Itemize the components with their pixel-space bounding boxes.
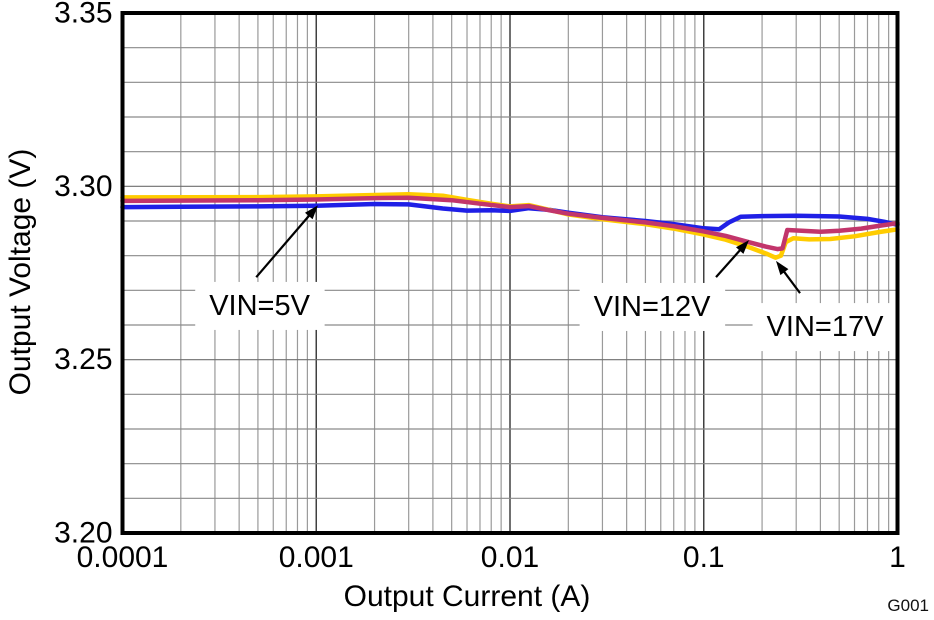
annotation-box-vin-5v [195, 281, 325, 330]
annotation-box-vin-17v [752, 303, 899, 352]
annotation-arrow-vin-17v [781, 269, 801, 294]
annotation-label-vin-5v: VIN=5V [209, 290, 310, 322]
x-tick-label: 0.1 [683, 541, 725, 574]
y-tick-label: 3.20 [54, 517, 112, 550]
x-tick-label: 0.01 [481, 541, 539, 574]
annotation-arrowhead-vin-17v [776, 260, 789, 276]
y-tick-label: 3.25 [54, 343, 112, 376]
annotation-vin-17v: VIN=17V [752, 303, 899, 352]
annotation-arrow-vin-5v [255, 213, 312, 278]
annotation-arrowhead-vin-5v [305, 205, 318, 220]
x-tick-label: 1 [889, 541, 906, 574]
x-axis-title: Output Current (A) [343, 580, 591, 613]
gridlines [122, 13, 898, 533]
annotation-arrow-vin-12v [715, 247, 743, 278]
figure-id-label: G001 [887, 596, 929, 615]
x-tick-label: 0.0001 [77, 541, 169, 574]
annotation-box-vin-12v [579, 282, 726, 331]
plot-border [120, 11, 900, 535]
annotation-label-vin-12v: VIN=12V [594, 291, 712, 323]
x-tick-label: 0.001 [279, 541, 354, 574]
series-curve-vin-12v [120, 195, 900, 252]
annotations: VIN=5V VIN=12V VIN=17V [195, 281, 899, 352]
y-axis-title: Output Voltage (V) [4, 148, 37, 396]
annotation-label-vin-17v: VIN=17V [767, 311, 885, 343]
annotation-arrowhead-vin-12v [736, 240, 749, 254]
y-tick-label: 3.35 [54, 0, 112, 30]
annotation-vin-12v: VIN=12V [579, 282, 726, 331]
y-tick-label: 3.30 [54, 170, 112, 203]
annotation-vin-5v: VIN=5V [195, 281, 325, 330]
